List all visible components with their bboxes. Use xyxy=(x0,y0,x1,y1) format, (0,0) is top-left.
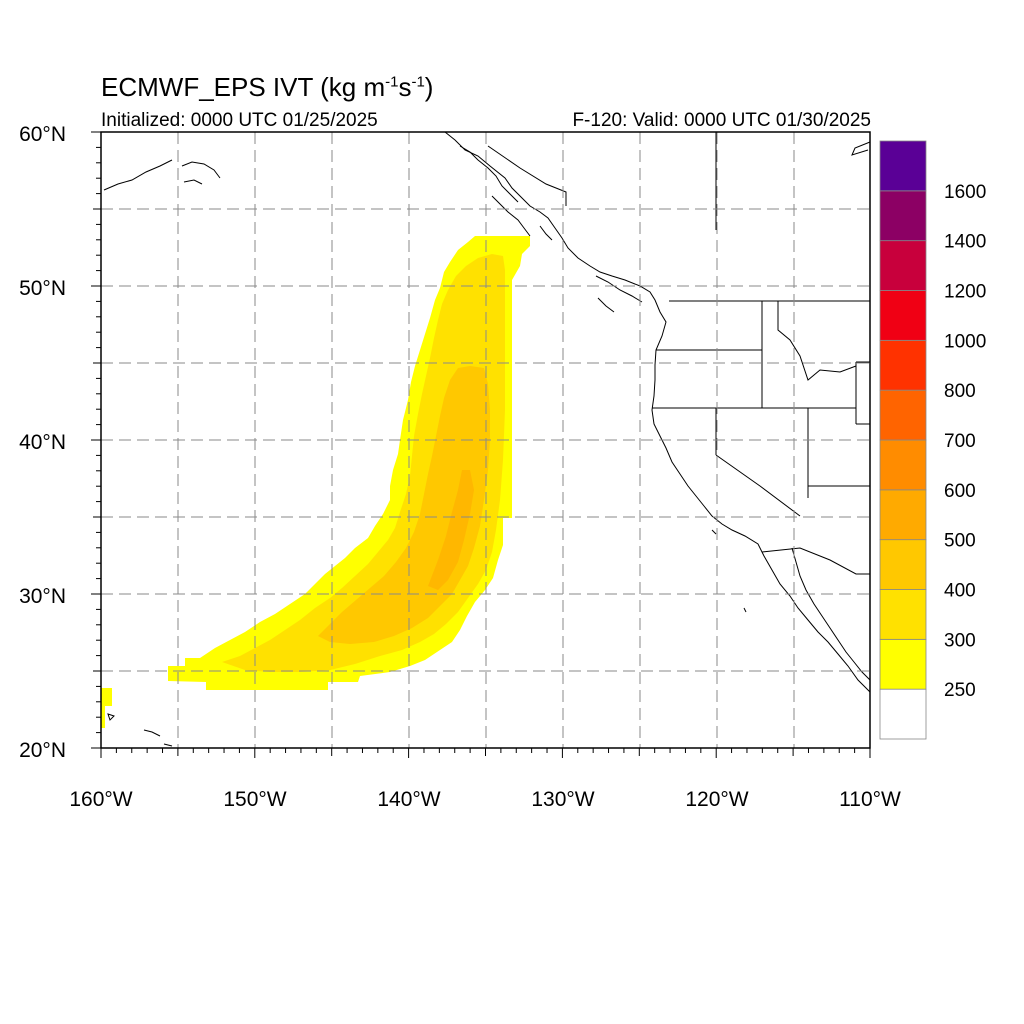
lon-label: 120°W xyxy=(685,788,748,811)
lon-label: 160°W xyxy=(69,788,132,811)
colorbar-swatch xyxy=(879,339,927,391)
ivt-field xyxy=(101,236,530,728)
colorbar xyxy=(879,140,927,740)
ivt-contour-500 xyxy=(428,470,474,590)
colorbar-label: 700 xyxy=(944,431,976,452)
colorbar-label: 1400 xyxy=(944,232,986,253)
lat-label: 50°N xyxy=(19,277,66,300)
lat-label: 20°N xyxy=(19,739,66,762)
initialized-label: Initialized: 0000 UTC 01/25/2025 xyxy=(101,110,378,131)
colorbar-swatch xyxy=(879,688,927,740)
colorbar-label: 800 xyxy=(944,381,976,402)
colorbar-swatch xyxy=(879,240,927,291)
colorbar-swatch xyxy=(879,638,927,690)
colorbar-label: 1200 xyxy=(944,282,986,303)
colorbar-swatch xyxy=(879,489,927,541)
lon-axis-labels: 160°W 150°W 140°W 130°W 120°W 110°W xyxy=(69,788,901,811)
colorbar-swatch xyxy=(879,439,927,491)
colorbar-label: 500 xyxy=(944,531,976,552)
colorbar-labels: 250 300 400 500 600 700 800 1000 1200 1400 1600 xyxy=(944,182,986,701)
colorbar-swatch xyxy=(879,140,927,192)
ivt-edge-patch xyxy=(101,688,112,728)
axis-ticks xyxy=(91,131,871,758)
lat-label: 30°N xyxy=(19,585,66,608)
political-boundaries xyxy=(487,132,870,575)
colorbar-label: 300 xyxy=(944,630,976,651)
coastlines xyxy=(103,131,871,747)
colorbar-label: 600 xyxy=(944,481,976,502)
colorbar-label: 250 xyxy=(944,680,976,701)
lon-label: 140°W xyxy=(377,788,440,811)
colorbar-swatch xyxy=(879,290,927,341)
lon-label: 130°W xyxy=(531,788,594,811)
colorbar-label: 1600 xyxy=(944,182,986,203)
colorbar-swatch xyxy=(879,539,927,590)
lat-label: 40°N xyxy=(19,431,66,454)
colorbar-swatch xyxy=(879,589,927,640)
lon-label: 150°W xyxy=(223,788,286,811)
lon-label: 110°W xyxy=(839,788,901,811)
valid-time-label: F-120: Valid: 0000 UTC 01/30/2025 xyxy=(572,110,871,131)
colorbar-swatch xyxy=(879,190,927,242)
colorbar-swatch xyxy=(879,389,927,441)
map-title: ECMWF_EPS IVT (kg m-1s-1) xyxy=(101,72,434,102)
colorbar-label: 400 xyxy=(944,581,976,602)
gridlines xyxy=(101,132,870,748)
colorbar-label: 1000 xyxy=(944,331,986,352)
lat-label: 60°N xyxy=(19,123,66,146)
lat-axis-labels: 20°N 30°N 40°N 50°N 60°N xyxy=(19,123,66,762)
